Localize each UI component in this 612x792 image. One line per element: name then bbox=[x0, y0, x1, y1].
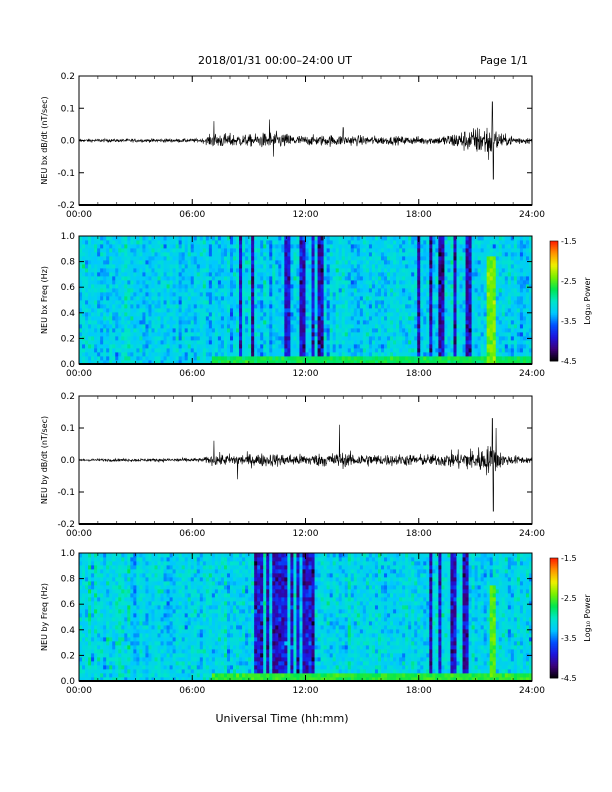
y-tick-label: 0.4 bbox=[61, 309, 76, 319]
colorbar-tick-label: -3.5 bbox=[561, 317, 577, 326]
y-tick-label: 1.0 bbox=[61, 549, 76, 559]
y-tick-label: 0.2 bbox=[61, 392, 75, 402]
y-tick-label: -0.1 bbox=[57, 169, 75, 179]
x-tick-label: 24:00 bbox=[519, 686, 545, 696]
panel-1: 00:00 06:00 12:00 18:00 24:00 0.2 0.1 0.0 -0.1 -0… bbox=[40, 72, 545, 220]
panels: 00:00 06:00 12:00 18:00 24:00 0.2 0.1 0.0 -0.1 -0… bbox=[40, 72, 592, 696]
y-tick-label: 0.8 bbox=[61, 575, 76, 585]
page-indicator: Page 1/1 bbox=[480, 54, 528, 67]
y-tick-label: 0.6 bbox=[61, 283, 76, 293]
y-tick-label: 0.2 bbox=[61, 651, 75, 661]
y-tick-label: 0.0 bbox=[61, 677, 76, 687]
y-tick-label: 0.0 bbox=[61, 360, 76, 370]
y-tick-label: 0.2 bbox=[61, 72, 75, 82]
y-tick-label: -0.1 bbox=[57, 488, 75, 498]
colorbar: -1.5 -2.5 -3.5 -4.5 Log₁₀ Power bbox=[549, 237, 592, 366]
colorbar-tick-label: -1.5 bbox=[561, 237, 577, 246]
x-tick-label: 00:00 bbox=[66, 686, 92, 696]
y-axis-label: NEU by dB/dt (nT/sec) bbox=[40, 416, 49, 504]
y-tick-label: 0.0 bbox=[61, 137, 76, 147]
figure-title: 2018/01/31 00:00–24:00 UT bbox=[198, 54, 352, 67]
y-tick-label: 0.6 bbox=[61, 600, 76, 610]
x-tick-label: 06:00 bbox=[179, 210, 205, 220]
panel-2: -1.5 -2.5 -3.5 -4.5 Log₁₀ Power 00:00 06:00 12:… bbox=[40, 232, 592, 379]
colorbar-tick-label: -2.5 bbox=[561, 277, 577, 286]
y-axis-label: NEU by Freq (Hz) bbox=[40, 583, 49, 651]
x-tick-label: 24:00 bbox=[519, 529, 545, 539]
x-axis-label: Universal Time (hh:mm) bbox=[216, 712, 349, 725]
y-tick-label: 0.8 bbox=[61, 258, 76, 268]
y-axis-label: NEU bx Freq (Hz) bbox=[40, 266, 49, 334]
colorbar-tick-label: -3.5 bbox=[561, 634, 577, 643]
y-tick-label: 0.2 bbox=[61, 334, 75, 344]
waveform bbox=[78, 101, 533, 180]
x-tick-label: 12:00 bbox=[293, 529, 319, 539]
x-tick-label: 24:00 bbox=[519, 369, 545, 379]
colorbar-tick-label: -1.5 bbox=[561, 554, 577, 563]
waveform bbox=[78, 418, 533, 512]
y-tick-label: 0.1 bbox=[61, 424, 75, 434]
x-tick-label: 18:00 bbox=[406, 529, 432, 539]
y-tick-label: 0.4 bbox=[61, 626, 76, 636]
spectrogram-cells bbox=[79, 553, 533, 682]
spectrogram-cells bbox=[79, 236, 533, 365]
y-tick-label: 0.0 bbox=[61, 456, 76, 466]
x-tick-label: 06:00 bbox=[179, 529, 205, 539]
y-tick-label: -0.2 bbox=[57, 520, 75, 530]
colorbar-tick-label: -2.5 bbox=[561, 594, 577, 603]
y-axis-label: NEU bx dB/dt (nT/sec) bbox=[40, 96, 49, 184]
x-tick-label: 06:00 bbox=[179, 369, 205, 379]
x-tick-label: 24:00 bbox=[519, 210, 545, 220]
x-tick-label: 18:00 bbox=[406, 369, 432, 379]
y-tick-label: -0.2 bbox=[57, 201, 75, 211]
x-tick-label: 18:00 bbox=[406, 210, 432, 220]
x-tick-label: 18:00 bbox=[406, 686, 432, 696]
y-tick-label: 0.1 bbox=[61, 104, 75, 114]
x-tick-label: 00:00 bbox=[66, 210, 92, 220]
colorbar-label: Log₁₀ Power bbox=[583, 277, 592, 325]
colorbar-tick-label: -4.5 bbox=[561, 674, 577, 683]
colorbar: -1.5 -2.5 -3.5 -4.5 Log₁₀ Power bbox=[549, 554, 592, 683]
colorbar-label: Log₁₀ Power bbox=[583, 594, 592, 642]
panel-4: -1.5 -2.5 -3.5 -4.5 Log₁₀ Power 00:00 06:00 12:… bbox=[40, 549, 592, 696]
x-tick-label: 12:00 bbox=[293, 210, 319, 220]
y-tick-label: 1.0 bbox=[61, 232, 76, 242]
colorbar-tick-label: -4.5 bbox=[561, 357, 577, 366]
x-tick-label: 12:00 bbox=[293, 369, 319, 379]
x-tick-label: 06:00 bbox=[179, 686, 205, 696]
x-tick-label: 00:00 bbox=[66, 369, 92, 379]
panel-3: 00:00 06:00 12:00 18:00 24:00 0.2 0.1 0.0 -0.1 -0… bbox=[40, 392, 545, 539]
x-tick-label: 12:00 bbox=[293, 686, 319, 696]
x-tick-label: 00:00 bbox=[66, 529, 92, 539]
